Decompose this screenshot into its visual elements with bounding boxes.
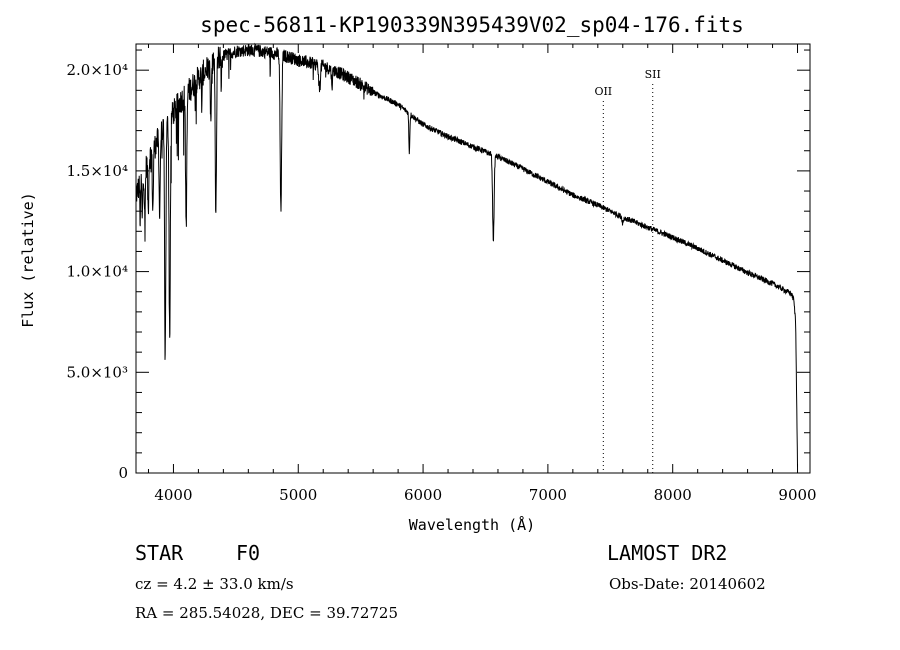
y-tick-label: 5.0×10³ xyxy=(66,363,128,381)
x-tick-label: 7000 xyxy=(529,486,567,504)
y-tick-label: 1.0×10⁴ xyxy=(66,263,128,281)
chart-title: spec-56811-KP190339N395439V02_sp04-176.f… xyxy=(200,13,744,37)
x-tick-label: 8000 xyxy=(654,486,692,504)
y-tick-label: 0 xyxy=(118,464,128,482)
object-class: STAR xyxy=(135,541,184,565)
marker-label: SII xyxy=(645,68,661,81)
axis-tick-labels: 4000 5000 6000 7000 8000 9000 0 5.0×10³ 1.0×10⁴ 1… xyxy=(66,61,816,504)
spectral-subclass: F0 xyxy=(236,541,261,565)
x-tick-label: 9000 xyxy=(778,486,816,504)
redshift-velocity: cz = 4.2 ± 33.0 km/s xyxy=(135,575,294,593)
y-tick-label: 1.5×10⁴ xyxy=(66,162,128,180)
survey-name: LAMOST DR2 xyxy=(607,541,728,565)
line-markers: OII SII xyxy=(594,68,661,473)
axis-ticks xyxy=(136,44,810,474)
plot-frame xyxy=(135,43,811,474)
x-tick-label: 5000 xyxy=(279,486,317,504)
spectrum-line xyxy=(135,42,798,468)
y-tick-label: 2.0×10⁴ xyxy=(66,61,128,79)
marker-label: OII xyxy=(594,85,612,98)
y-axis-label: Flux (relative) xyxy=(19,192,37,327)
x-tick-label: 6000 xyxy=(404,486,442,504)
observation-date: Obs-Date: 20140602 xyxy=(609,575,766,593)
x-tick-label: 4000 xyxy=(154,486,192,504)
coordinates: RA = 285.54028, DEC = 39.72725 xyxy=(135,604,399,622)
x-axis-label: Wavelength (Å) xyxy=(409,515,535,534)
